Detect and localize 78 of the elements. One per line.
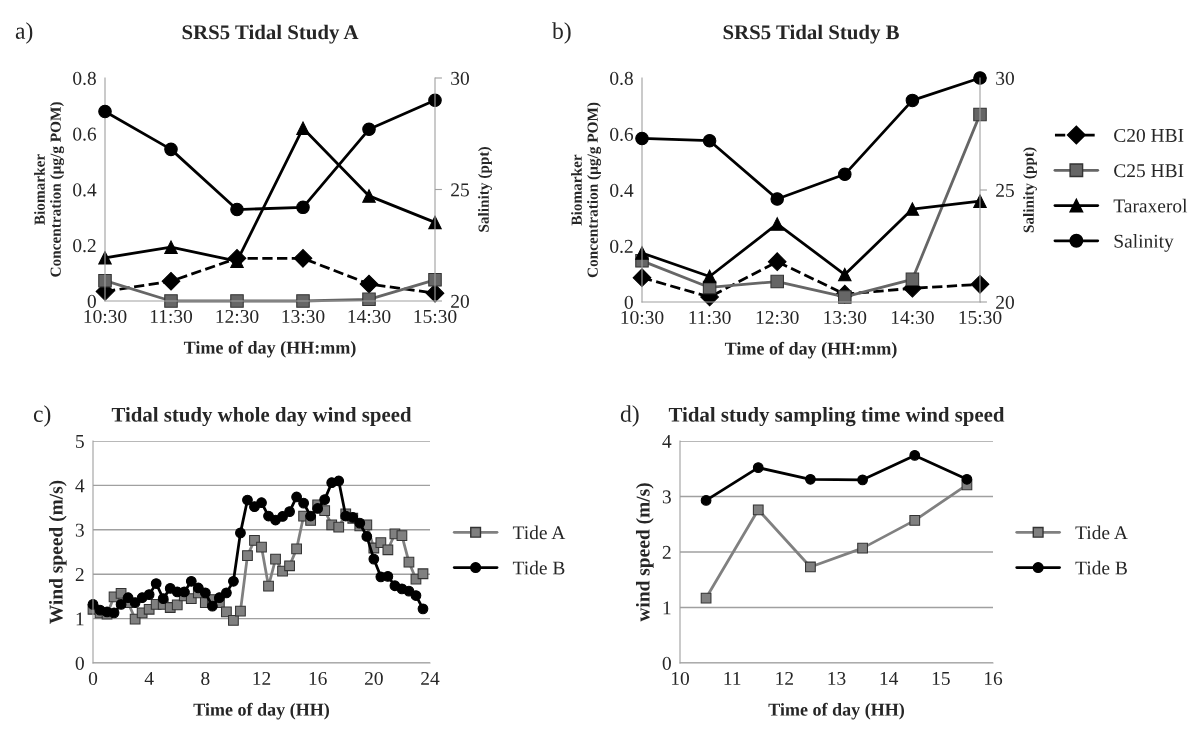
text: d): [620, 405, 639, 427]
y2-tick-label: 30: [451, 71, 469, 85]
y-tick-label: 3: [662, 490, 671, 504]
y2-tick-label: 20: [451, 294, 469, 308]
y-tick-label: 0.8: [73, 71, 96, 86]
y-tick-label: 0.8: [610, 71, 633, 86]
x-tick-label: 13:30: [824, 310, 867, 325]
chart-title: Tidal study whole day wind speed: [111, 407, 412, 427]
text: a): [15, 22, 33, 44]
legend-label: Salinity: [1114, 234, 1174, 252]
x-tick-label: 14: [880, 671, 899, 685]
y-tick-label: 0.4: [73, 183, 97, 197]
y-tick-label: 4: [75, 479, 85, 493]
y-tick-label: 2: [662, 545, 671, 559]
legend-label: Tide A: [512, 525, 566, 540]
text: b): [552, 22, 571, 44]
x-tick-label: 12:30: [216, 309, 259, 324]
x-tick-label: 15: [932, 671, 950, 686]
legend-label: C20 HBI: [1114, 128, 1184, 143]
y-tick-label: 0.4: [610, 183, 634, 198]
y2-tick-label: 25: [996, 183, 1014, 197]
x-tick-label: 11:30: [689, 310, 731, 325]
x-axis-title: Time of day (HH:mm): [183, 340, 356, 358]
y-tick-label: 2: [75, 568, 84, 581]
x-tick-label: 15:30: [414, 309, 457, 324]
y2-axis-title: Salinity (ppt): [478, 147, 492, 232]
y-tick-label: 1: [76, 612, 84, 626]
chart-title: Tidal study sampling time wind speed: [668, 407, 1005, 427]
y-tick-label: 0.2: [73, 239, 96, 253]
x-tick-label: 4: [144, 672, 154, 685]
x-tick-label: 15:30: [959, 310, 1002, 325]
legend-label: Taraxerol: [1113, 198, 1188, 213]
x-axis-title: Time of day (HH:mm): [724, 341, 897, 359]
x-tick-label: 13:30: [282, 309, 325, 324]
x-tick-label: 13: [828, 671, 846, 686]
x-tick-label: 14:30: [348, 309, 391, 324]
x-tick-label: 16: [984, 671, 1003, 686]
y-tick-label: 0.2: [610, 239, 633, 254]
legend-label: Tide A: [1075, 525, 1128, 540]
y-tick-label: 0: [662, 656, 671, 670]
y-tick-label: 4: [662, 434, 672, 448]
y-axis-title: Biomarker Concentration (µg/g POM): [571, 102, 602, 278]
legend-label: Tide B: [512, 560, 565, 575]
legend-label: C25 HBI: [1114, 164, 1184, 178]
x-tick-label: 10:30: [621, 310, 664, 325]
y-tick-label: 5: [76, 435, 84, 448]
text: c): [33, 405, 51, 427]
chart-title: SRS5 Tidal Study A: [182, 24, 359, 44]
y2-tick-label: 25: [451, 183, 469, 197]
y-tick-label: 3: [75, 523, 84, 537]
x-tick-label: 12:30: [756, 310, 799, 325]
y2-tick-label: 30: [996, 71, 1014, 85]
y-tick-label: 0: [87, 294, 96, 308]
x-tick-label: 20: [364, 671, 383, 686]
x-tick-label: 11:30: [150, 309, 193, 324]
y-axis-title: wind speed (m/s): [635, 483, 654, 622]
y-tick-label: 0: [624, 295, 633, 309]
y-tick-label: 1: [663, 601, 671, 615]
x-tick-label: 10:30: [84, 309, 127, 324]
x-tick-label: 10: [671, 671, 689, 686]
x-axis-title: Time of day (HH): [193, 702, 329, 720]
x-tick-label: 12: [776, 671, 793, 685]
y2-axis-title: Salinity (ppt): [1023, 147, 1037, 233]
y-tick-label: 0.6: [73, 127, 97, 141]
x-tick-label: 12: [253, 671, 271, 685]
x-tick-label: 8: [201, 671, 210, 686]
x-tick-label: 24: [421, 671, 440, 685]
chart-title: SRS5 Tidal Study B: [723, 24, 899, 44]
x-tick-label: 14:30: [891, 310, 934, 325]
y-axis-title: Biomarker Concentration (µg/g POM): [34, 102, 65, 277]
y-axis-title: Wind speed (m/s): [48, 480, 67, 624]
x-axis-title: Time of day (HH): [768, 702, 904, 720]
x-tick-label: 11: [724, 671, 741, 685]
y2-tick-label: 20: [996, 295, 1014, 309]
x-tick-label: 16: [309, 671, 327, 686]
legend-label: Tide B: [1075, 560, 1127, 575]
y-tick-label: 0.6: [610, 127, 634, 142]
y-tick-label: 0: [75, 656, 84, 670]
